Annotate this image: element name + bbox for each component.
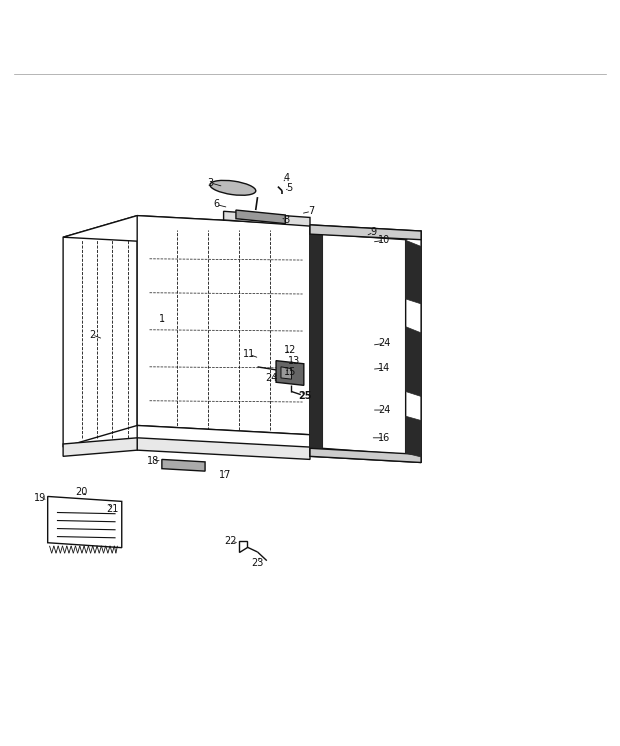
Polygon shape: [310, 225, 421, 239]
Polygon shape: [137, 438, 310, 460]
Text: 6: 6: [213, 199, 219, 210]
Text: 15: 15: [284, 367, 296, 377]
Polygon shape: [63, 216, 310, 246]
Polygon shape: [224, 211, 310, 226]
Polygon shape: [162, 460, 205, 471]
Polygon shape: [137, 425, 310, 451]
Text: 3: 3: [208, 178, 214, 188]
Polygon shape: [236, 210, 285, 224]
Text: 21: 21: [106, 504, 118, 514]
Text: 24: 24: [378, 339, 390, 348]
Text: 23: 23: [251, 558, 264, 568]
Text: 5: 5: [286, 183, 293, 192]
Text: 19: 19: [34, 492, 46, 503]
Ellipse shape: [210, 181, 256, 195]
Text: 2: 2: [89, 330, 95, 339]
Polygon shape: [405, 231, 421, 463]
Polygon shape: [239, 541, 247, 552]
Polygon shape: [137, 216, 310, 435]
Text: 1: 1: [159, 313, 165, 324]
Text: 18: 18: [146, 456, 159, 466]
Text: 10: 10: [378, 235, 390, 245]
Text: 16: 16: [378, 433, 390, 443]
Text: 22: 22: [224, 536, 237, 546]
Text: 12: 12: [284, 345, 296, 354]
Text: 4: 4: [283, 173, 290, 183]
Text: 24: 24: [378, 405, 390, 415]
Polygon shape: [310, 448, 421, 463]
Polygon shape: [322, 234, 405, 454]
Polygon shape: [276, 360, 304, 386]
Text: eReplacementParts.com: eReplacementParts.com: [242, 380, 378, 390]
Polygon shape: [281, 367, 291, 379]
Text: 13: 13: [288, 356, 301, 366]
Polygon shape: [405, 240, 421, 304]
Text: 20: 20: [76, 486, 88, 497]
Text: 17: 17: [219, 470, 231, 480]
Polygon shape: [405, 327, 421, 396]
Polygon shape: [405, 416, 421, 457]
Text: 8: 8: [283, 215, 290, 225]
Polygon shape: [63, 438, 137, 457]
Text: 11: 11: [244, 349, 255, 360]
Polygon shape: [48, 496, 122, 548]
Polygon shape: [310, 225, 421, 463]
Text: 7: 7: [308, 207, 314, 216]
Polygon shape: [63, 216, 137, 447]
Text: 9: 9: [371, 228, 376, 237]
Text: 25: 25: [298, 392, 312, 401]
Text: 14: 14: [378, 363, 390, 373]
Polygon shape: [310, 225, 322, 457]
Text: 24: 24: [265, 373, 278, 383]
